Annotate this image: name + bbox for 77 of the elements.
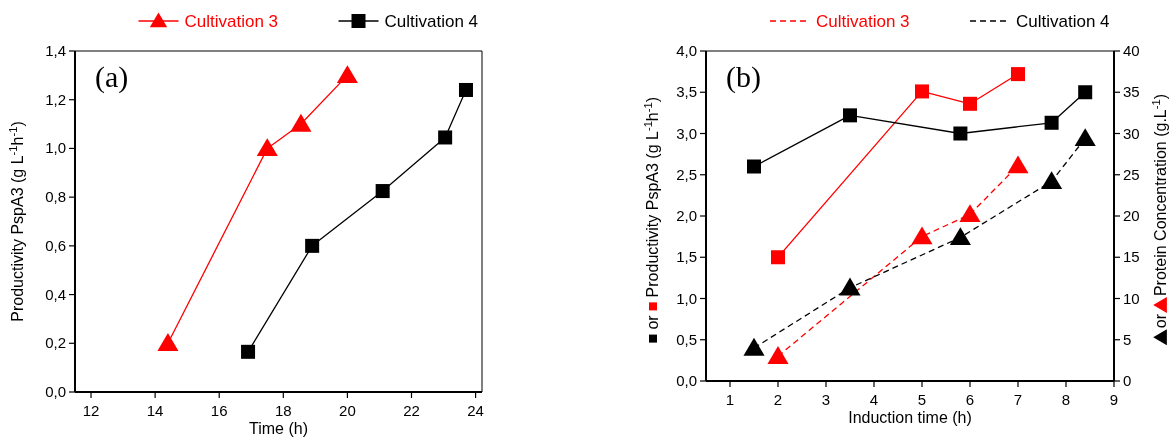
y-tick-label: 1,2	[45, 90, 66, 108]
y2-tick-label: 25	[1123, 165, 1140, 183]
point	[290, 113, 312, 132]
x-tick-label: 9	[1109, 391, 1119, 408]
x-tick-label: 16	[210, 402, 228, 419]
y2-tick-label: 10	[1123, 289, 1140, 307]
y-tick-label: 3,5	[676, 83, 697, 101]
y-tick-label: 3,0	[676, 124, 697, 142]
point	[915, 84, 929, 99]
x-tick-label: 24	[467, 402, 484, 419]
point	[1011, 67, 1025, 82]
point	[375, 184, 390, 199]
point	[839, 277, 861, 296]
y-tick-label: 0,0	[45, 383, 66, 400]
point	[1044, 115, 1059, 130]
x-tick-label: 6	[965, 391, 975, 408]
x-tick-label: 8	[1061, 391, 1071, 408]
x-tick-label: 2	[773, 391, 783, 408]
x-tick-label: 22	[403, 402, 420, 419]
annotation: (a)	[95, 60, 129, 94]
x-axis-title: Time (h)	[249, 420, 308, 437]
point	[157, 333, 179, 351]
point	[1007, 155, 1029, 174]
legend-label: Cultivation 4	[1016, 12, 1110, 31]
x-tick-label: 5	[917, 391, 927, 408]
point	[747, 159, 761, 174]
y2-tick-label: 40	[1123, 42, 1140, 59]
point	[953, 126, 968, 141]
y-tick-label: 1,5	[676, 248, 697, 266]
point	[305, 238, 320, 253]
y-tick-label: 0,8	[45, 188, 66, 206]
x-tick-label: 7	[1013, 391, 1023, 408]
y2-tick-label: 5	[1123, 330, 1132, 348]
y-tick-label: 0,4	[45, 285, 66, 303]
point	[1074, 128, 1096, 147]
x-tick-label: 3	[821, 391, 831, 408]
y-tick-label: 2,0	[676, 207, 697, 224]
legend-label: Cultivation 4	[384, 12, 479, 31]
point	[1041, 171, 1063, 189]
annotation: (b)	[726, 60, 761, 94]
y2-tick-label: 0	[1123, 372, 1132, 389]
y-tick-label: 2,5	[676, 165, 697, 183]
x-tick-label: 1	[725, 391, 735, 408]
point	[241, 344, 256, 359]
legend-label: Cultivation 3	[184, 12, 279, 31]
x-tick-label: 20	[339, 402, 356, 419]
y-tick-label: 0,5	[676, 330, 697, 348]
x-tick-label: 18	[274, 402, 292, 419]
y2-tick-label: 35	[1123, 83, 1140, 101]
y-tick-label: 0,6	[45, 236, 66, 254]
point	[843, 108, 857, 123]
point	[959, 204, 981, 222]
y-tick-label: 1,0	[676, 289, 697, 307]
point	[771, 250, 785, 265]
point	[336, 65, 358, 84]
y-tick-label: 0,2	[45, 334, 66, 352]
y-tick-label: 0,0	[676, 372, 697, 389]
y-tick-label: 4,0	[676, 42, 697, 59]
point	[743, 337, 765, 356]
y2-tick-label: 30	[1123, 124, 1140, 142]
y-tick-label: 1,4	[45, 42, 66, 59]
point	[458, 82, 473, 97]
legend-label: Cultivation 3	[816, 12, 910, 31]
y2-tick-label: 20	[1123, 207, 1140, 224]
point	[1078, 85, 1093, 100]
point	[949, 227, 971, 246]
point	[256, 138, 278, 157]
x-axis-title: Induction time (h)	[848, 409, 972, 426]
y-tick-label: 1,0	[45, 139, 66, 157]
point	[963, 96, 977, 111]
point	[767, 346, 789, 364]
x-tick-label: 14	[146, 402, 164, 419]
point	[438, 130, 453, 145]
point	[911, 226, 933, 245]
x-tick-label: 4	[869, 391, 879, 408]
y2-tick-label: 15	[1123, 248, 1140, 266]
x-tick-label: 12	[82, 402, 100, 419]
